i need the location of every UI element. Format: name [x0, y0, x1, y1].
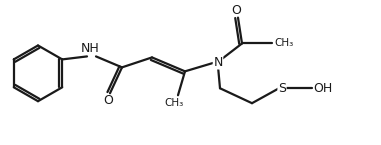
Text: OH: OH: [313, 82, 332, 95]
Text: O: O: [103, 94, 113, 107]
Text: N: N: [213, 56, 223, 69]
Text: S: S: [278, 82, 286, 95]
Text: CH₃: CH₃: [274, 38, 293, 48]
Text: CH₃: CH₃: [164, 98, 184, 108]
Text: O: O: [231, 4, 241, 17]
Text: NH: NH: [81, 42, 99, 55]
